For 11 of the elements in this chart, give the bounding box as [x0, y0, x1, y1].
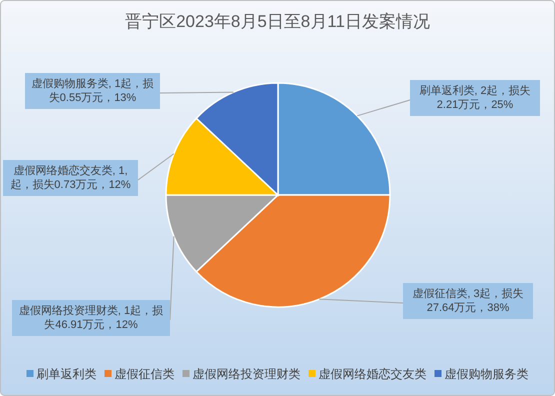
data-label: 虚假网络投资理财类, 1起，损失46.91万元，12% [12, 300, 170, 336]
legend-label: 虚假购物服务类 [444, 367, 528, 381]
data-label: 刷单返利类, 2起，损失2.21万元，25% [410, 80, 540, 116]
legend-label: 虚假网络婚恋交友类 [318, 367, 426, 381]
chart-title: 晋宁区2023年8月5日至8月11日发案情况 [125, 12, 430, 31]
data-label: 虚假网络婚恋交友类, 1,起，损失0.73万元，12% [3, 160, 138, 196]
data-label: 虚假购物服务类, 1起，损失0.55万元，13% [25, 73, 160, 109]
legend-label: 虚假征信类 [114, 367, 174, 381]
data-label: 虚假征信类, 3起，损失27.64万元，38% [403, 283, 533, 319]
legend-label: 刷单返利类 [36, 367, 96, 381]
legend-label: 虚假网络投资理财类 [192, 367, 300, 381]
